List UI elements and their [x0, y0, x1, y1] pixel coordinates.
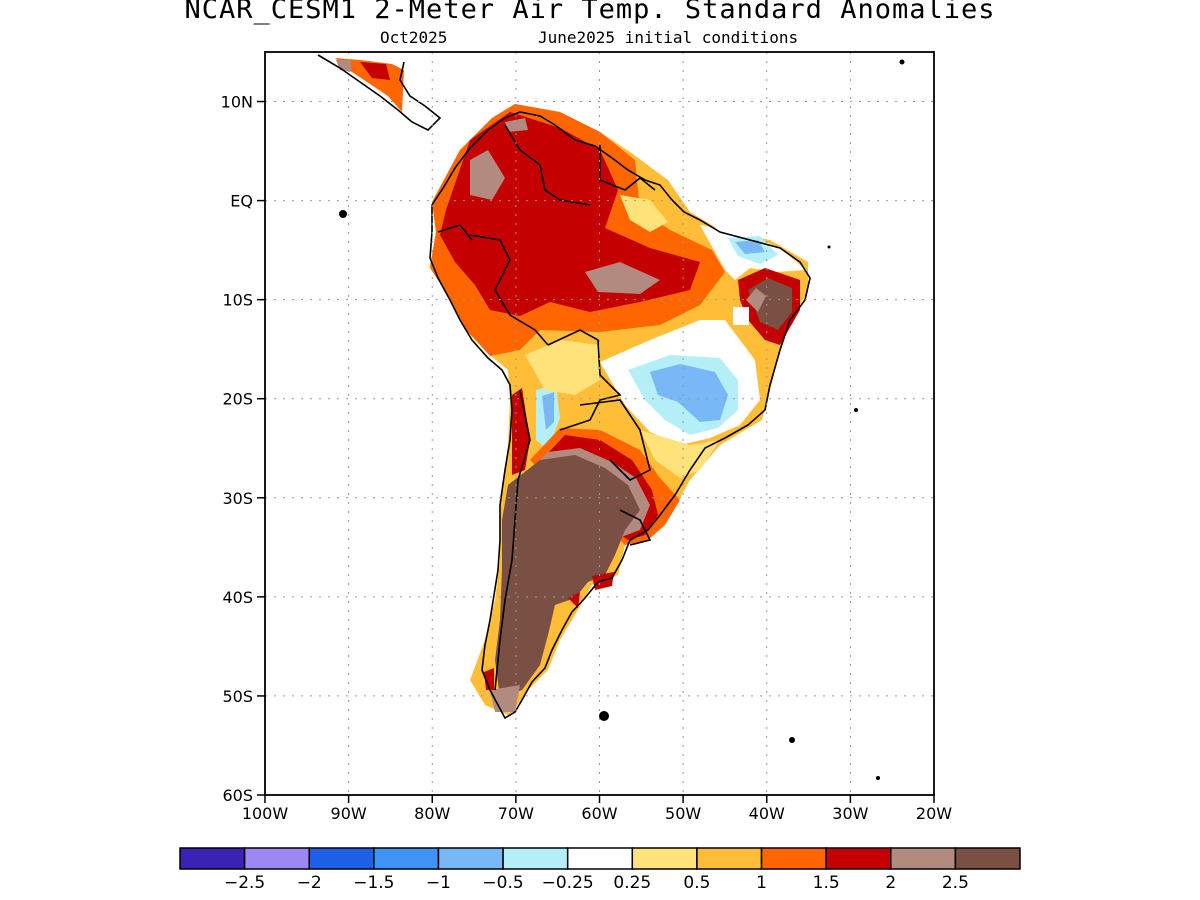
colorbar-swatch — [243, 847, 310, 870]
colorbar-swatch — [890, 847, 957, 870]
subtitle-initial-conditions: June2025 initial conditions — [538, 28, 799, 47]
colorbar-swatch — [954, 847, 1021, 870]
shade-amazon-red — [440, 112, 700, 316]
lon-tick-label: 20W — [916, 804, 952, 823]
colorbar-label: −2.5 — [224, 873, 265, 893]
border-paraguay — [579, 399, 651, 481]
shade-argentina-brown — [495, 455, 640, 698]
gridlines — [265, 52, 934, 795]
lon-tick-label: 60W — [581, 804, 617, 823]
colorbar-label: 1 — [756, 873, 767, 893]
island-falklands — [599, 711, 609, 721]
colorbar-label: −1 — [426, 873, 451, 893]
colorbar-swatch — [631, 847, 698, 870]
shade-yellow-bolivia — [525, 340, 600, 395]
shade-amazon-brown-2 — [585, 262, 660, 294]
lon-tick-label: 80W — [414, 804, 450, 823]
lat-tick-label: 60S — [222, 786, 253, 805]
colorbar-label: 0.25 — [613, 873, 651, 893]
island-south-georgia — [789, 737, 795, 743]
lat-tick-label: 40S — [222, 588, 253, 607]
map-title: NCAR_CESM1 2-Meter Air Temp. Standard An… — [184, 0, 996, 25]
shade-central-brazil-blue — [650, 364, 728, 422]
lat-tick-label: 10N — [221, 93, 253, 112]
colorbar-swatch — [566, 847, 634, 870]
anomaly-field — [335, 58, 808, 716]
lat-tick-label: 30S — [222, 489, 253, 508]
coastlines — [317, 54, 811, 720]
colorbar-label: −0.5 — [482, 873, 523, 893]
latitude-axis: 10N EQ 10S 20S 30S 40S 50S 60S — [221, 93, 265, 805]
lon-tick-label: 100W — [242, 804, 289, 823]
lon-tick-label: 30W — [832, 804, 868, 823]
shade-amazon-brown-3 — [505, 118, 528, 132]
lat-tick-label: 10S — [222, 291, 253, 310]
island-galapagos — [339, 210, 347, 218]
colorbar-swatch — [308, 847, 375, 870]
border-ecuador — [437, 224, 473, 241]
island-sandwich — [876, 776, 880, 780]
islands — [339, 59, 905, 780]
border-chile-argentina — [494, 389, 531, 691]
island-trindade — [854, 408, 858, 412]
colorbar: −2.5 −2 −1.5 −1 −0.5 −0.25 0.25 0.5 1 1.5 2 2.5 — [179, 847, 1021, 893]
shade-chubut-red — [568, 592, 580, 608]
shade-amazon-brown-1 — [470, 150, 505, 200]
colorbar-swatch — [760, 847, 827, 870]
border-bolivia — [547, 329, 622, 431]
island-fernando — [827, 245, 831, 249]
lat-tick-label: EQ — [230, 192, 253, 211]
shade-ne-brazil-blue — [735, 240, 765, 254]
lon-tick-label: 50W — [665, 804, 701, 823]
coastline-south-america — [429, 111, 811, 720]
border-peru-brazil — [469, 234, 549, 346]
colorbar-swatch — [502, 847, 569, 870]
colorbar-label: 2 — [885, 873, 896, 893]
shade-south-andes-red — [484, 668, 494, 690]
lon-tick-label: 40W — [749, 804, 785, 823]
shade-yellow-southeast — [640, 430, 720, 478]
lat-tick-label: 20S — [222, 390, 253, 409]
colorbar-label: −2 — [297, 873, 322, 893]
colorbar-swatch — [437, 847, 504, 870]
colorbar-label: 2.5 — [942, 873, 969, 893]
subtitle-month: Oct2025 — [380, 28, 448, 47]
border-colombia-venezuela — [504, 124, 591, 206]
colorbar-swatch — [696, 847, 763, 870]
shade-central-america-hot — [360, 62, 390, 80]
lon-tick-label: 90W — [331, 804, 367, 823]
colorbar-label: 0.5 — [683, 873, 710, 893]
shade-east-brazil-tan — [746, 288, 766, 312]
shade-missing-cell — [733, 307, 749, 325]
colorbar-swatch — [179, 847, 246, 870]
shade-yellow-guianas — [620, 195, 668, 232]
border-guianas — [599, 145, 656, 191]
lon-tick-label: 70W — [498, 804, 534, 823]
border-uruguay — [619, 509, 652, 546]
lat-tick-label: 50S — [222, 687, 253, 706]
shade-central-america-brown — [336, 60, 352, 72]
longitude-axis: 100W 90W 80W 70W 60W 50W 40W 30W 20W — [242, 795, 952, 823]
colorbar-swatch — [825, 847, 892, 870]
colorbar-label: 1.5 — [813, 873, 840, 893]
island-atlantic-north — [899, 59, 905, 65]
shade-andes-blue — [542, 392, 554, 430]
coastline-central-america — [317, 54, 442, 131]
colorbar-label: −1.5 — [353, 873, 394, 893]
colorbar-label: −0.25 — [542, 873, 594, 893]
colorbar-swatch — [373, 847, 440, 870]
